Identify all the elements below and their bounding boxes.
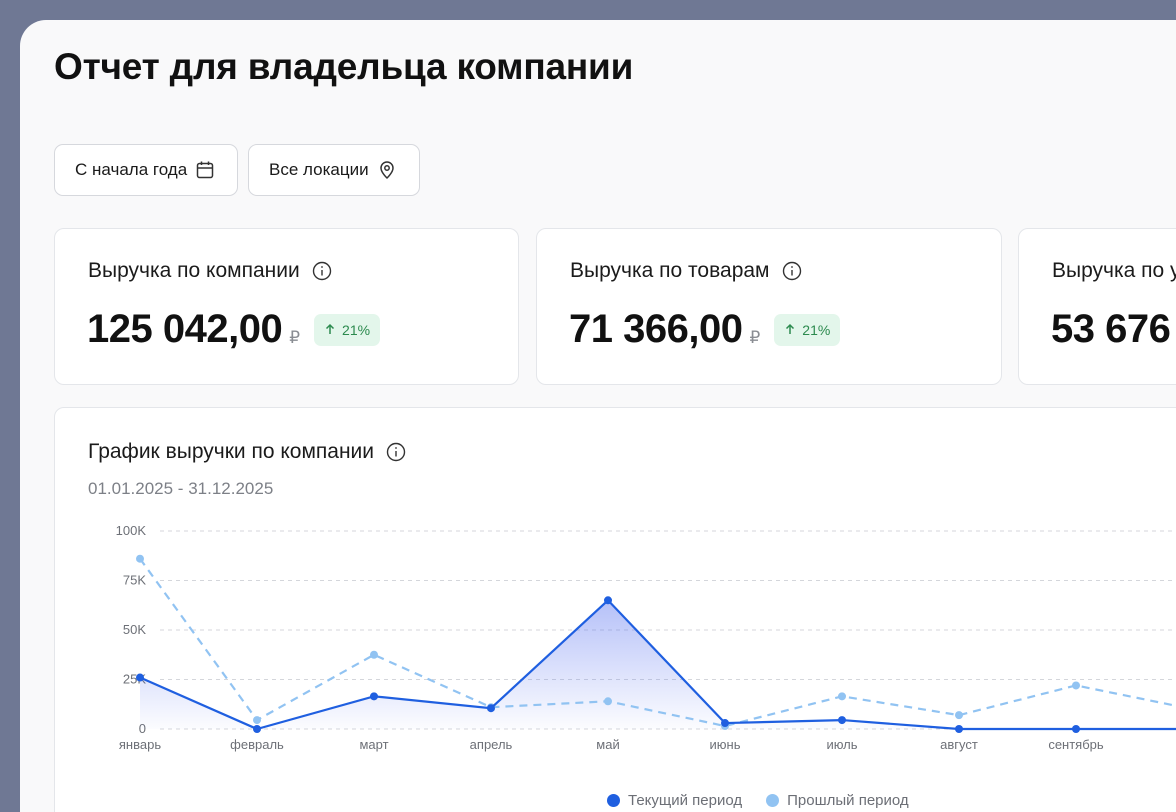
legend-item-current[interactable]: Текущий период	[607, 792, 742, 809]
previous-period-point	[955, 711, 963, 720]
y-tick-label: 75K	[123, 573, 146, 588]
current-period-point	[136, 673, 144, 682]
change-value: 21%	[342, 321, 371, 338]
card-title: Выручка по товарам	[570, 259, 770, 282]
previous-period-point	[604, 697, 612, 706]
current-period-point	[253, 725, 261, 733]
current-period-line	[139, 598, 1176, 731]
arrow-up-icon	[784, 322, 796, 338]
legend-dot-current	[607, 794, 620, 807]
change-badge: 21%	[774, 313, 841, 346]
y-tick-label: 100K	[116, 523, 147, 538]
current-period-point	[1072, 725, 1080, 733]
card-title: Выручка по компании	[88, 259, 300, 282]
change-badge: 21%	[314, 313, 381, 346]
revenue-line-chart[interactable]: 100K75K50K25K0январьфевральмартапрельмай…	[55, 408, 1176, 812]
previous-period-line	[139, 558, 1176, 728]
card-title-row: Выручка по компании	[88, 259, 332, 283]
app-window: Отчет для владельца компании С начала го…	[20, 20, 1176, 812]
x-tick-label: май	[596, 737, 619, 752]
current-period-point	[955, 725, 963, 733]
x-tick-label: февраль	[230, 737, 284, 752]
x-tick-label: сентябрь	[1048, 737, 1104, 752]
info-icon[interactable]	[782, 261, 802, 281]
x-tick-label: июнь	[710, 737, 741, 752]
y-tick-label: 50K	[123, 622, 146, 637]
previous-period-point	[1072, 681, 1080, 690]
current-period-point	[721, 719, 729, 728]
revenue-goods-card: Выручка по товарам 71 366,00 ₽ 21%	[536, 228, 1002, 385]
chart-title-row: График выручки по компании	[88, 440, 406, 464]
period-filter-label: С начала года	[75, 160, 188, 179]
revenue-chart-card: График выручки по компании 01.01.2025 - …	[54, 407, 1176, 812]
previous-period-point	[253, 716, 261, 725]
card-title-row: Выручка по товарам	[570, 259, 802, 283]
currency-symbol: ₽	[749, 327, 761, 347]
x-tick-label: июль	[826, 737, 857, 752]
previous-period-point	[838, 692, 846, 701]
currency-symbol: ₽	[289, 327, 301, 347]
legend-dot-previous	[766, 794, 780, 807]
current-period-point	[487, 704, 495, 713]
card-amount: 71 366,00	[569, 307, 743, 351]
legend-label-previous: Прошлый период	[787, 792, 909, 809]
x-tick-label: август	[940, 737, 978, 752]
current-period-point	[370, 692, 378, 701]
card-amount: 53 676	[1051, 307, 1171, 351]
chart-title: График выручки по компании	[88, 440, 375, 463]
previous-period-point	[370, 650, 378, 659]
x-tick-label: январь	[119, 737, 161, 752]
card-title-row: Выручка по у	[1052, 259, 1176, 283]
revenue-services-card: Выручка по у 53 676	[1018, 228, 1176, 385]
legend-label-current: Текущий период	[628, 792, 743, 809]
chart-date-range: 01.01.2025 - 31.12.2025	[88, 479, 274, 498]
card-value-row: 125 042,00 ₽ 21%	[87, 307, 381, 352]
location-filter-label: Все локации	[269, 160, 369, 179]
current-period-point	[604, 596, 612, 605]
x-tick-label: апрель	[470, 737, 513, 752]
location-filter-button[interactable]: Все локации	[248, 144, 420, 196]
period-filter-button[interactable]: С начала года	[54, 144, 238, 196]
page-title: Отчет для владельца компании	[54, 46, 634, 87]
previous-period-point	[136, 554, 144, 563]
location-pin-icon	[377, 160, 397, 180]
card-value-row: 71 366,00 ₽ 21%	[569, 307, 841, 352]
info-icon[interactable]	[386, 442, 406, 462]
arrow-up-icon	[324, 322, 336, 338]
chart-legend: Текущий период Прошлый период	[607, 792, 909, 809]
current-period-area	[140, 600, 1176, 729]
revenue-company-card: Выручка по компании 125 042,00 ₽ 21%	[54, 228, 519, 385]
change-value: 21%	[802, 321, 831, 338]
card-title: Выручка по у	[1052, 259, 1176, 282]
current-period-point	[838, 716, 846, 725]
legend-item-previous[interactable]: Прошлый период	[766, 792, 909, 809]
info-icon[interactable]	[312, 261, 332, 281]
calendar-icon	[195, 160, 215, 180]
x-tick-label: март	[359, 737, 388, 752]
card-amount: 125 042,00	[87, 307, 283, 351]
card-value-row: 53 676	[1051, 307, 1171, 352]
